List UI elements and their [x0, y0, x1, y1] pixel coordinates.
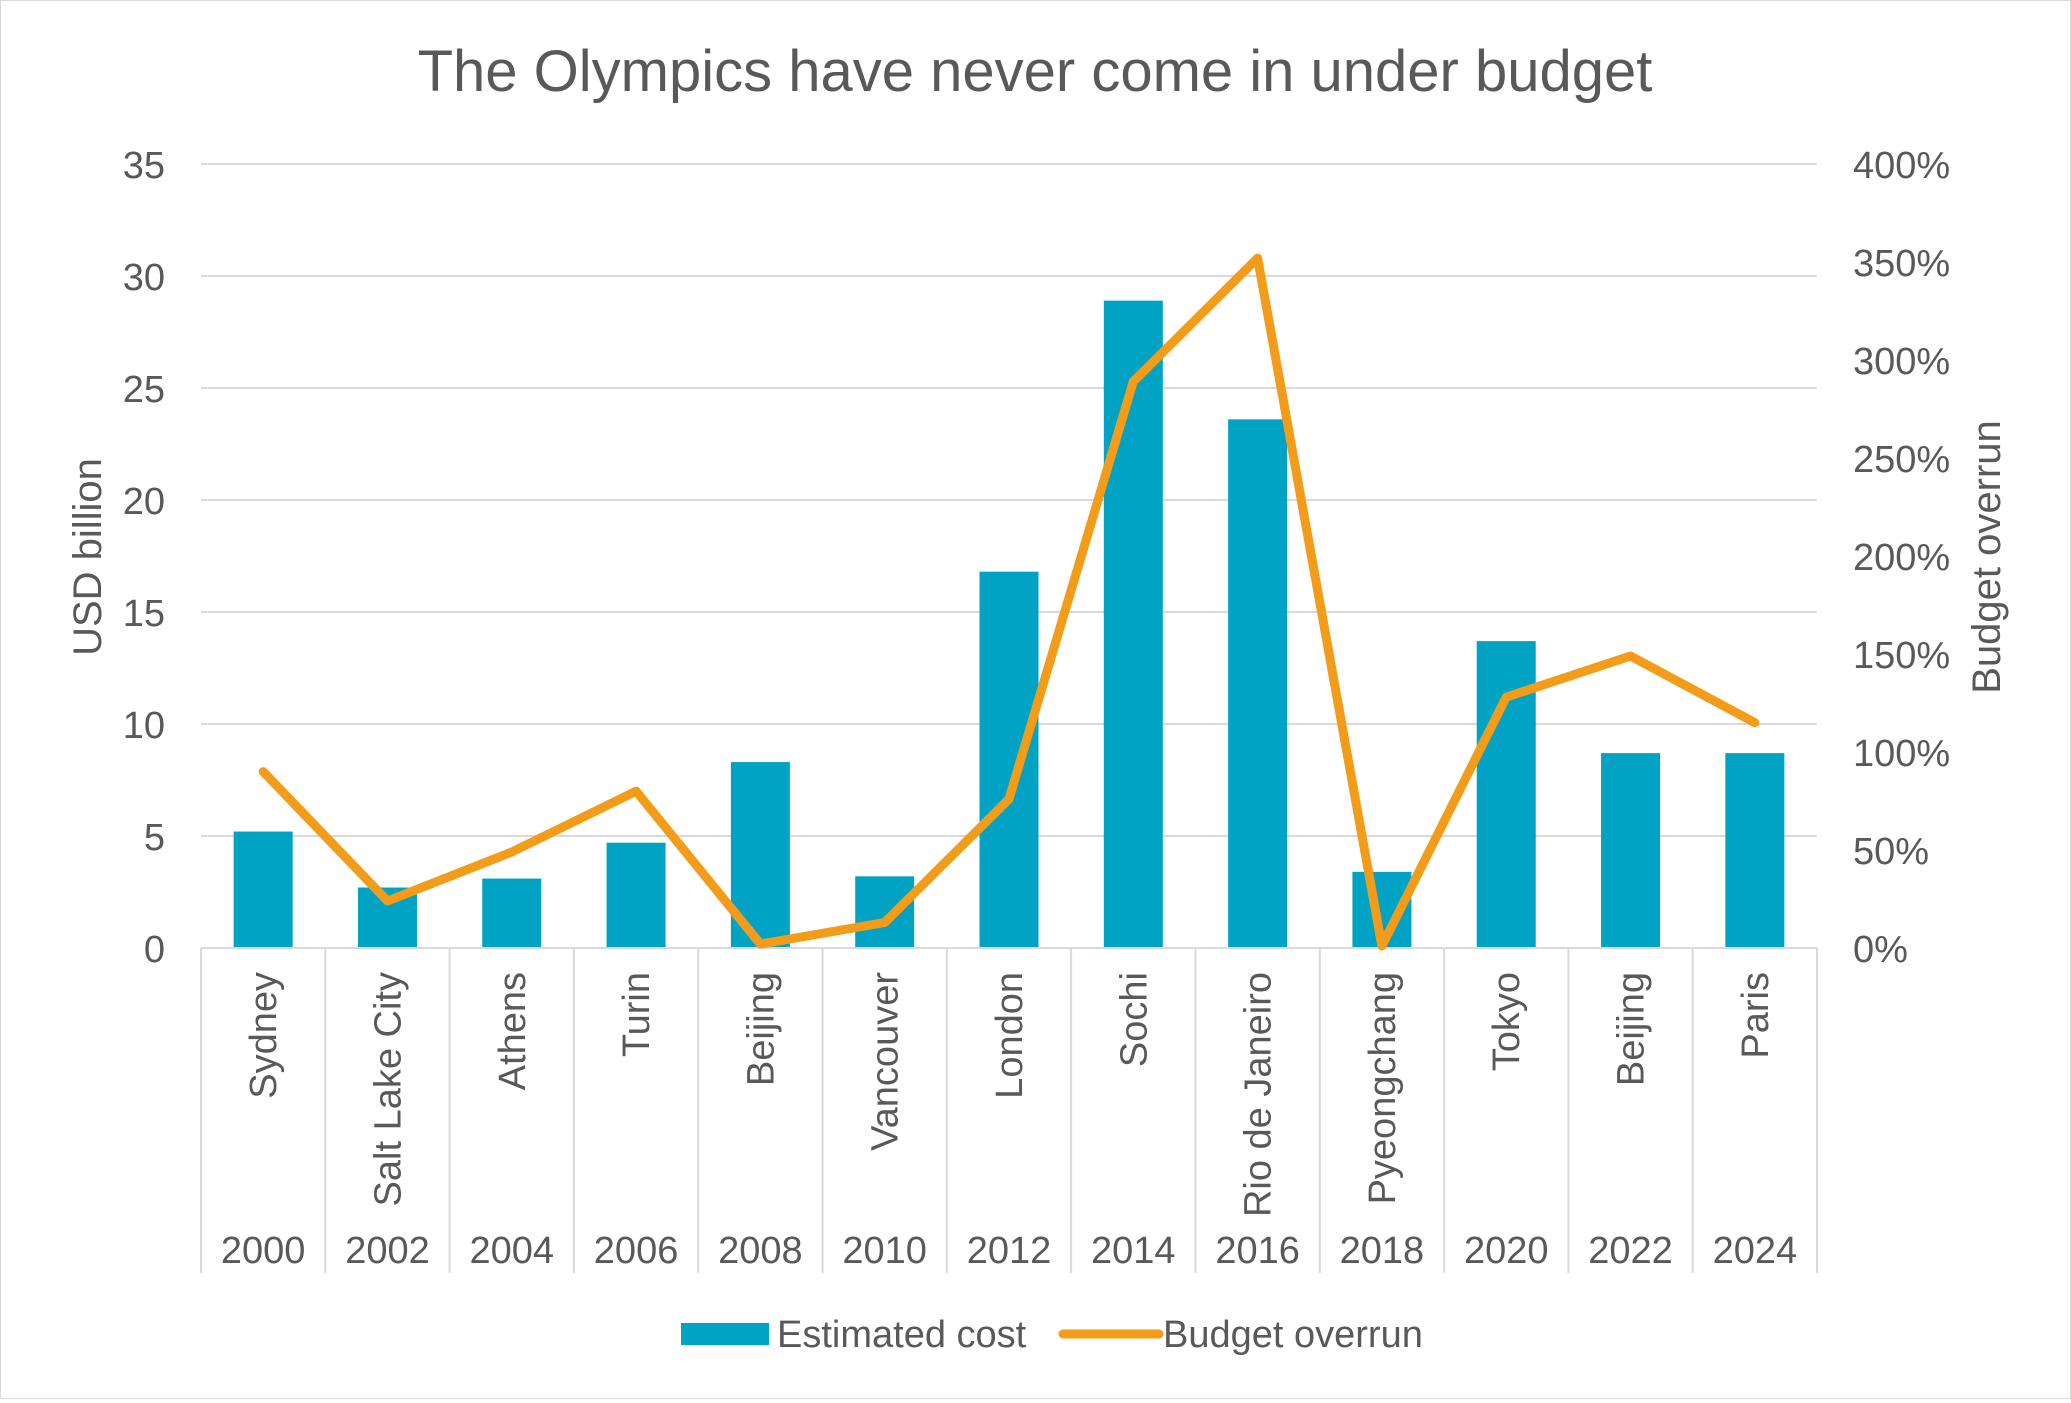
y-tick-label-left: 15: [123, 593, 165, 635]
y-tick-label-left: 10: [123, 705, 165, 747]
bar-series-estimated-cost: [233, 300, 1785, 948]
y-tick-label-left: 20: [123, 481, 165, 523]
y-tick-label-right: 350%: [1853, 243, 1950, 285]
line-point: [1630, 655, 1632, 657]
line-point: [1754, 722, 1756, 724]
category-label-year: 2000: [221, 1230, 306, 1272]
legend-label-estimated-cost: Estimated cost: [777, 1314, 1027, 1356]
category-label-year: 2014: [1091, 1230, 1176, 1272]
category-label-city: Salt Lake City: [367, 972, 409, 1206]
y-tick-label-left: 25: [123, 369, 165, 411]
category-label-city: Athens: [492, 972, 534, 1090]
bar: [855, 876, 915, 948]
line-point: [759, 943, 761, 945]
y-tick-label-right: 0%: [1853, 929, 1908, 971]
legend: Estimated cost Budget overrun: [681, 1314, 1423, 1356]
category-axis: Sydney 2000 Salt Lake City 2002 Athens 2004 Tu…: [200, 947, 1818, 1273]
y-axis-title-left: USD billion: [66, 458, 110, 656]
chart-title: The Olympics have never come in under bu…: [418, 39, 1653, 104]
line-point: [635, 790, 637, 792]
category-label-city: Sochi: [1113, 972, 1155, 1067]
line-point: [511, 851, 513, 853]
line-point: [1008, 798, 1010, 800]
y-tick-label-left: 30: [123, 257, 165, 299]
y-tick-label-left: 0: [144, 929, 165, 971]
category-label-city: Tokyo: [1486, 972, 1528, 1071]
line-point: [1132, 381, 1134, 383]
line-point: [386, 900, 388, 902]
category-label-city: Pyeongchang: [1362, 972, 1404, 1204]
bar: [979, 571, 1039, 948]
y-tick-label-left: 5: [144, 817, 165, 859]
bar: [1103, 300, 1163, 948]
line-point: [884, 922, 886, 924]
y-tick-label-right: 100%: [1853, 733, 1950, 775]
line-point: [1381, 945, 1383, 947]
y-axis-title-right: Budget overrun: [1965, 420, 2009, 694]
bar: [233, 831, 293, 948]
category-label-city: Rio de Janeiro: [1238, 972, 1280, 1217]
legend-label-budget-overrun: Budget overrun: [1163, 1314, 1423, 1356]
bar: [1601, 753, 1661, 948]
bar: [482, 878, 542, 948]
y-tick-label-right: 300%: [1853, 341, 1950, 383]
category-label-year: 2020: [1464, 1230, 1549, 1272]
line-point: [1257, 257, 1259, 259]
category-label-year: 2004: [469, 1230, 554, 1272]
line-point: [262, 771, 264, 773]
category-label-city: Sydney: [243, 972, 285, 1099]
category-label-year: 2022: [1588, 1230, 1673, 1272]
category-label-city: Beijing: [1611, 972, 1653, 1086]
y-tick-label-right: 400%: [1853, 145, 1950, 187]
bar: [1725, 753, 1785, 948]
legend-swatch-estimated-cost: [681, 1323, 769, 1345]
category-label-city: Paris: [1735, 972, 1777, 1059]
category-label-city: Turin: [616, 972, 658, 1057]
category-label-year: 2016: [1215, 1230, 1300, 1272]
category-label-city: London: [989, 972, 1031, 1099]
category-label-year: 2012: [967, 1230, 1052, 1272]
y-tick-label-right: 200%: [1853, 537, 1950, 579]
y-tick-label-right: 50%: [1853, 831, 1929, 873]
category-label-year: 2006: [594, 1230, 679, 1272]
y-tick-label-right: 150%: [1853, 635, 1950, 677]
category-label-year: 2002: [345, 1230, 430, 1272]
category-label-year: 2024: [1713, 1230, 1798, 1272]
line-series-budget-overrun: [258, 253, 1760, 951]
y-axis-left: 0 5 10 15 20 25 30 35: [123, 145, 165, 971]
category-label-city: Vancouver: [865, 972, 907, 1151]
line-point: [1505, 696, 1507, 698]
y-tick-label-right: 250%: [1853, 439, 1950, 481]
y-axis-right: 0% 50% 100% 150% 200% 250% 300% 350% 400%: [1853, 145, 1950, 971]
category-label-year: 2008: [718, 1230, 803, 1272]
category-label-year: 2018: [1340, 1230, 1425, 1272]
category-label-year: 2010: [842, 1230, 927, 1272]
bar: [1228, 419, 1288, 948]
category-label-city: Beijing: [740, 972, 782, 1086]
bar: [606, 842, 666, 948]
y-tick-label-left: 35: [123, 145, 165, 187]
